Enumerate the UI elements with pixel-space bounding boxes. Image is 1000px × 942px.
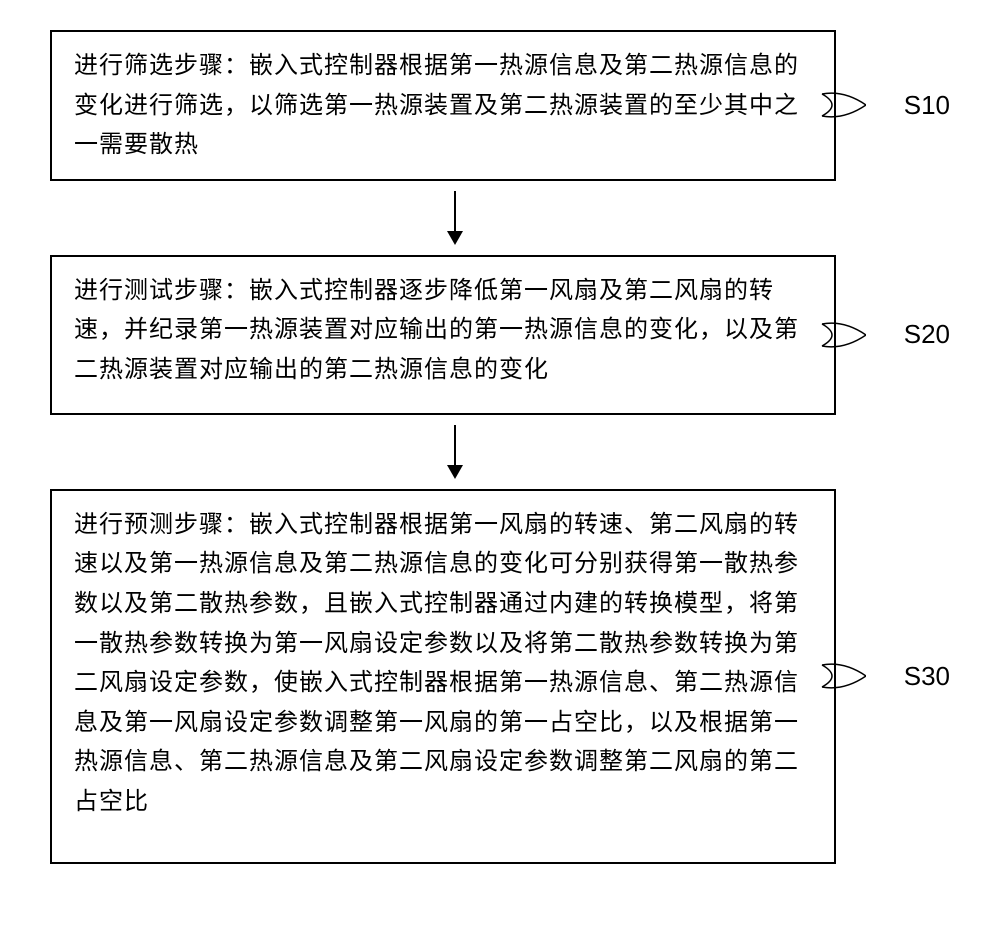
step-id-s10: S10: [904, 90, 950, 121]
step-label-s30: S30: [864, 661, 950, 692]
connector-curve-s20: [864, 320, 904, 350]
step-row-3: 进行预测步骤：嵌入式控制器根据第一风扇的转速、第二风扇的转速以及第一热源信息及第…: [50, 489, 950, 864]
flowchart-container: 进行筛选步骤：嵌入式控制器根据第一热源信息及第二热源信息的变化进行筛选，以筛选第…: [50, 30, 950, 864]
step-text-s20: 进行测试步骤：嵌入式控制器逐步降低第一风扇及第二风扇的转速，并纪录第一热源装置对…: [74, 277, 799, 383]
step-label-s20: S20: [864, 319, 950, 350]
connector-curve-s10: [864, 90, 904, 120]
arrow-2: [443, 425, 467, 479]
step-row-2: 进行测试步骤：嵌入式控制器逐步降低第一风扇及第二风扇的转速，并纪录第一热源装置对…: [50, 255, 950, 415]
step-box-s20: 进行测试步骤：嵌入式控制器逐步降低第一风扇及第二风扇的转速，并纪录第一热源装置对…: [50, 255, 836, 415]
step-text-s30: 进行预测步骤：嵌入式控制器根据第一风扇的转速、第二风扇的转速以及第一热源信息及第…: [74, 511, 799, 815]
step-text-s10: 进行筛选步骤：嵌入式控制器根据第一热源信息及第二热源信息的变化进行筛选，以筛选第…: [74, 52, 799, 158]
step-box-s30: 进行预测步骤：嵌入式控制器根据第一风扇的转速、第二风扇的转速以及第一热源信息及第…: [50, 489, 836, 864]
arrow-1: [443, 191, 467, 245]
step-row-1: 进行筛选步骤：嵌入式控制器根据第一热源信息及第二热源信息的变化进行筛选，以筛选第…: [50, 30, 950, 181]
step-box-s10: 进行筛选步骤：嵌入式控制器根据第一热源信息及第二热源信息的变化进行筛选，以筛选第…: [50, 30, 836, 181]
step-id-s30: S30: [904, 661, 950, 692]
step-id-s20: S20: [904, 319, 950, 350]
step-label-s10: S10: [864, 90, 950, 121]
connector-curve-s30: [864, 661, 904, 691]
